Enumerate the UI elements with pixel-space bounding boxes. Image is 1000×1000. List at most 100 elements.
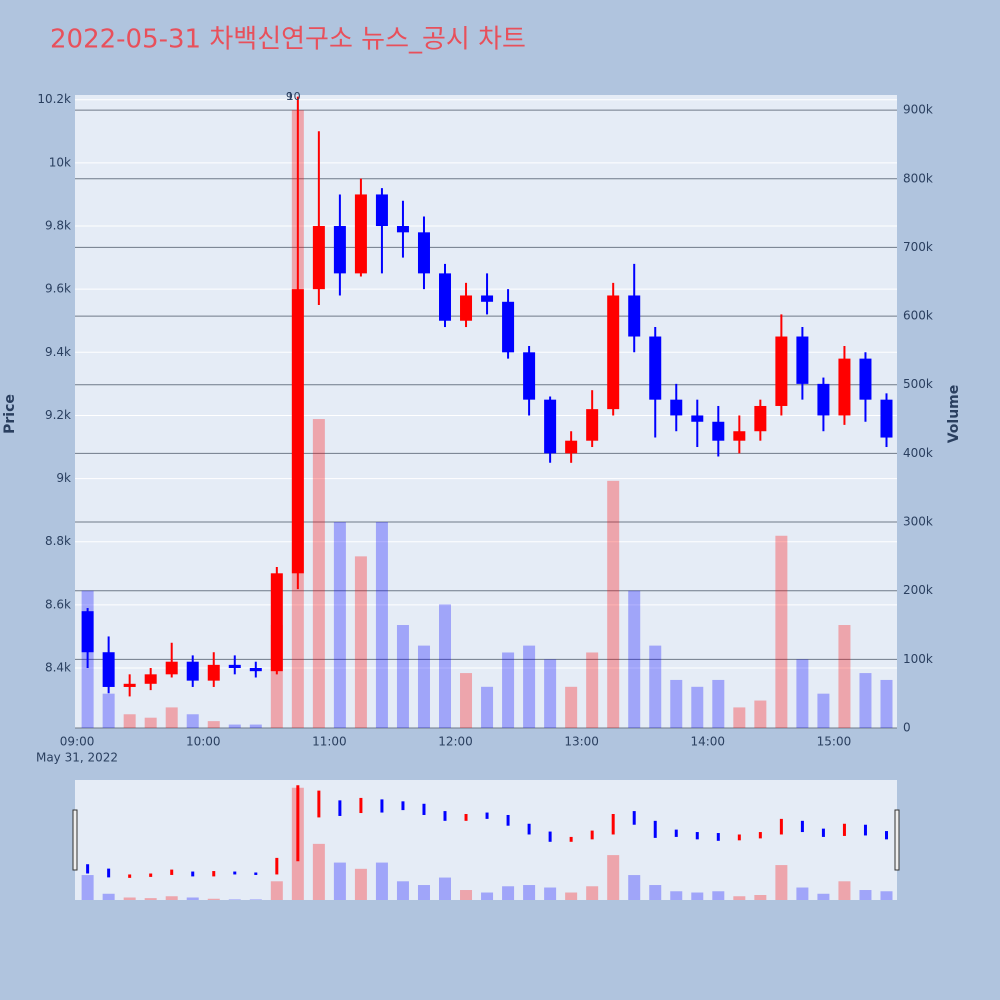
candle-body — [354, 194, 367, 274]
candle-body — [775, 336, 788, 406]
slider-volume-bar — [754, 895, 767, 900]
slider-volume-bar — [481, 892, 494, 900]
y-tick-label: 9.6k — [45, 282, 71, 296]
slider-handle-right[interactable] — [894, 809, 900, 871]
candle-body — [102, 652, 115, 687]
candle-body — [670, 399, 683, 416]
candle-body — [228, 664, 241, 669]
candle-body — [249, 668, 262, 672]
candle-body — [396, 226, 409, 233]
candle-body — [586, 409, 599, 441]
y2-tick-label: 900k — [903, 103, 933, 117]
slider-volume-bar — [649, 885, 662, 900]
slider-volume-bar — [691, 892, 704, 900]
y-tick-label: 10.2k — [37, 92, 71, 106]
volume-bar — [880, 679, 893, 728]
volume-bar — [186, 714, 199, 728]
y2-tick-label: 200k — [903, 583, 933, 597]
y-tick-label: 9.2k — [45, 408, 71, 422]
volume-bar — [144, 717, 157, 728]
slider-volume-bar — [123, 897, 136, 900]
volume-bar — [817, 693, 830, 728]
slider-volume-bar — [880, 891, 893, 900]
candle-body — [186, 661, 199, 681]
slider-volume-bar — [565, 892, 578, 900]
candle-body — [691, 415, 704, 422]
y2-tick-label: 400k — [903, 446, 933, 460]
slider-volume-bar — [712, 891, 725, 900]
volume-bar — [375, 522, 388, 728]
volume-bar — [228, 724, 241, 728]
slider-volume-bar — [354, 868, 367, 900]
slider-volume-bar — [586, 886, 599, 900]
volume-bar — [396, 625, 409, 728]
volume-bar — [417, 645, 430, 728]
slider-volume-bar — [165, 896, 178, 900]
candle-body — [796, 336, 809, 384]
slider-handle-left[interactable] — [72, 809, 78, 871]
candle-body — [481, 295, 494, 302]
y-tick-label: 8.4k — [45, 661, 71, 675]
candle-body — [270, 573, 283, 672]
candle-body — [375, 194, 388, 227]
plot-area — [75, 95, 897, 728]
range-slider[interactable] — [75, 780, 897, 900]
slider-volume-bar — [460, 890, 473, 900]
y2-tick-label: 700k — [903, 240, 933, 254]
volume-bar — [502, 652, 515, 728]
volume-bar — [544, 659, 557, 728]
candle-body — [859, 358, 872, 400]
candle-body — [607, 295, 620, 410]
annotation: 10 — [287, 90, 301, 103]
slider-volume-bar — [817, 893, 830, 900]
volume-bar — [859, 673, 872, 728]
candle-body — [439, 273, 452, 321]
candle-body — [628, 295, 641, 337]
slider-volume-bar — [270, 881, 283, 900]
slider-volume-bar — [796, 887, 809, 900]
y2-tick-label: 800k — [903, 171, 933, 185]
x-date-label: May 31, 2022 — [36, 751, 118, 765]
candle-body — [144, 674, 157, 684]
y2-tick-label: 300k — [903, 515, 933, 529]
volume-bar — [670, 679, 683, 728]
candle-body — [312, 226, 325, 290]
volume-bar — [354, 556, 367, 728]
y-tick-label: 10k — [49, 155, 71, 169]
y-tick-label: 9.8k — [45, 219, 71, 233]
volume-bar — [102, 693, 115, 728]
slider-volume-bar — [733, 896, 746, 900]
slider-volume-bar — [838, 881, 851, 900]
slider-volume-bar — [523, 885, 536, 900]
slider-volume-bar — [670, 891, 683, 900]
x-tick-label: 13:00 — [564, 735, 599, 749]
candle-body — [165, 661, 178, 675]
volume-bar — [123, 714, 136, 728]
slider-volume-bar — [186, 897, 199, 900]
candle-body — [460, 295, 473, 321]
volume-bar — [333, 522, 346, 728]
volume-bar — [733, 707, 746, 728]
candle-body — [523, 352, 536, 400]
slider-volume-bar — [228, 899, 241, 900]
candle-body — [207, 664, 220, 681]
slider-volume-bar — [439, 877, 452, 900]
volume-bar — [649, 645, 662, 728]
annotation: 9 — [286, 90, 293, 103]
slider-volume-bar — [417, 885, 430, 900]
y2-tick-label: 600k — [903, 309, 933, 323]
slider-volume-bar — [628, 875, 641, 900]
slider-volume-bar — [859, 890, 872, 900]
x-tick-label: 09:00 — [60, 735, 95, 749]
volume-bar — [775, 535, 788, 728]
chart-title: 2022-05-31 차백신연구소 뉴스_공시 차트 — [50, 25, 526, 55]
candle-body — [502, 301, 515, 353]
slider-volume-bar — [775, 865, 788, 900]
candle-body — [733, 431, 746, 441]
slider-volume-bar — [333, 862, 346, 900]
candle-body — [817, 383, 830, 416]
volume-bar — [460, 673, 473, 728]
y2-tick-label: 0 — [903, 721, 911, 735]
slider-volume-bar — [502, 886, 515, 900]
